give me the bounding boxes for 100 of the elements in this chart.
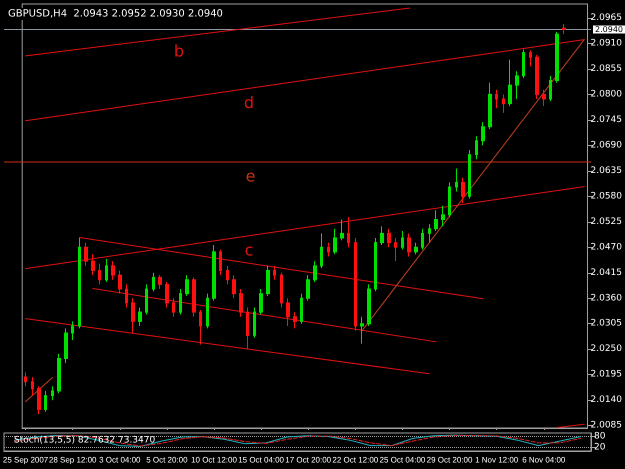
y-tick-label: 2.0360 [590, 293, 622, 304]
y-tick-label: 2.0470 [590, 242, 622, 252]
candlestick [535, 54, 539, 100]
y-tick-label: 2.0525 [590, 216, 622, 227]
candlestick [549, 75, 552, 102]
candlestick [152, 272, 155, 292]
candlestick [347, 216, 350, 248]
x-tick-label: 1 Nov 12:00 [475, 456, 519, 464]
candlestick [185, 274, 189, 296]
candlestick [179, 288, 182, 315]
candlestick [313, 260, 317, 283]
candlestick [340, 218, 344, 241]
x-tick-label: 17 Oct 20:00 [285, 456, 332, 464]
y-tick-label: 2.0965 [590, 12, 622, 23]
candlestick [468, 149, 471, 200]
y-tick-label: 2.0085 [590, 420, 622, 431]
candlestick [51, 386, 54, 401]
candlestick [98, 262, 101, 285]
candlestick [293, 312, 297, 329]
candlestick [57, 353, 61, 394]
candlestick [105, 258, 108, 283]
y-tick-label: 2.0910 [590, 38, 622, 48]
candlestick [24, 372, 27, 387]
x-tick-label: 22 Oct 12:00 [332, 456, 379, 464]
candlestick [421, 228, 424, 250]
candlestick [37, 386, 41, 415]
candlestick [253, 307, 256, 338]
candlestick [414, 242, 418, 255]
candlestick [306, 274, 310, 302]
y-tick-label: 2.0415 [590, 268, 622, 278]
y-tick-label: 2.0305 [590, 318, 622, 329]
candlestick [522, 48, 525, 79]
candlestick [407, 232, 411, 258]
candlestick [111, 260, 115, 280]
x-tick-label: 25 Sep 2007 [2, 456, 49, 464]
candlestick [320, 232, 323, 269]
y-tick-label: 2.0690 [590, 140, 622, 150]
candlestick [165, 282, 169, 308]
candlestick [91, 254, 95, 276]
chart-title: GBPUSD,H4 2.0943 2.0952 2.0930 2.0940 [8, 8, 223, 20]
candlestick [192, 276, 196, 318]
candlestick [401, 230, 404, 250]
candlestick [78, 238, 81, 329]
candlestick [31, 376, 34, 396]
candlestick [84, 242, 88, 266]
x-tick-label: 28 Sep 12:00 [48, 456, 98, 464]
candlestick [212, 244, 216, 302]
candlestick [475, 136, 478, 160]
candlestick [273, 265, 276, 280]
candlestick [300, 293, 303, 324]
candlestick [199, 309, 202, 346]
candlestick [394, 238, 397, 262]
candlestick [380, 226, 384, 246]
x-tick-label: 10 Oct 12:00 [191, 456, 238, 464]
x-tick-label: 5 Oct 20:00 [146, 456, 188, 464]
x-tick-label: 15 Oct 04:00 [238, 456, 285, 464]
candlestick [158, 274, 162, 290]
x-tick-label: 3 Oct 04:00 [99, 456, 142, 464]
y-tick-label: 2.0855 [590, 64, 622, 74]
candlestick [488, 82, 492, 130]
candlestick [219, 249, 222, 276]
candlestick [542, 89, 546, 106]
series-label: d [244, 92, 254, 112]
candlestick [280, 272, 283, 308]
candlestick [71, 320, 74, 340]
y-tick-label: 2.0635 [590, 166, 622, 176]
candlestick [131, 298, 135, 334]
candlestick [367, 284, 371, 327]
candlestick [232, 274, 236, 299]
candlestick [441, 205, 445, 227]
y-tick-label: 2.0800 [590, 89, 622, 100]
candlestick [172, 298, 175, 318]
candlestick [259, 288, 263, 315]
x-tick-label: 29 Oct 20:00 [426, 456, 473, 464]
candlestick [555, 31, 559, 84]
series-label: c [244, 240, 254, 260]
candlestick [44, 390, 47, 412]
y-tick-label: 2.0580 [590, 191, 622, 202]
x-tick-label: 6 Nov 04:00 [522, 456, 566, 464]
candlestick [461, 177, 465, 204]
candlestick [138, 307, 142, 327]
candlestick [145, 284, 148, 315]
y-tick-label: 2.0250 [590, 344, 622, 354]
candlestick [206, 293, 209, 329]
x-tick-label: 25 Oct 04:00 [380, 456, 426, 464]
ref-line-label: e [246, 166, 256, 186]
candlestick [387, 228, 391, 248]
candlestick [374, 238, 377, 292]
candlestick [448, 182, 451, 218]
y-tick-label: 2.0140 [590, 395, 622, 406]
y-tick-label: 80 [594, 432, 606, 442]
candlestick [481, 122, 485, 146]
candlestick [562, 23, 566, 35]
candlestick [428, 224, 431, 244]
series-label: b [174, 41, 184, 60]
candlestick [246, 307, 249, 350]
y-tick-label: 2.0195 [590, 370, 622, 380]
y-tick-label: 2.0745 [590, 114, 622, 125]
candlestick [495, 89, 498, 109]
candlestick [333, 228, 337, 255]
